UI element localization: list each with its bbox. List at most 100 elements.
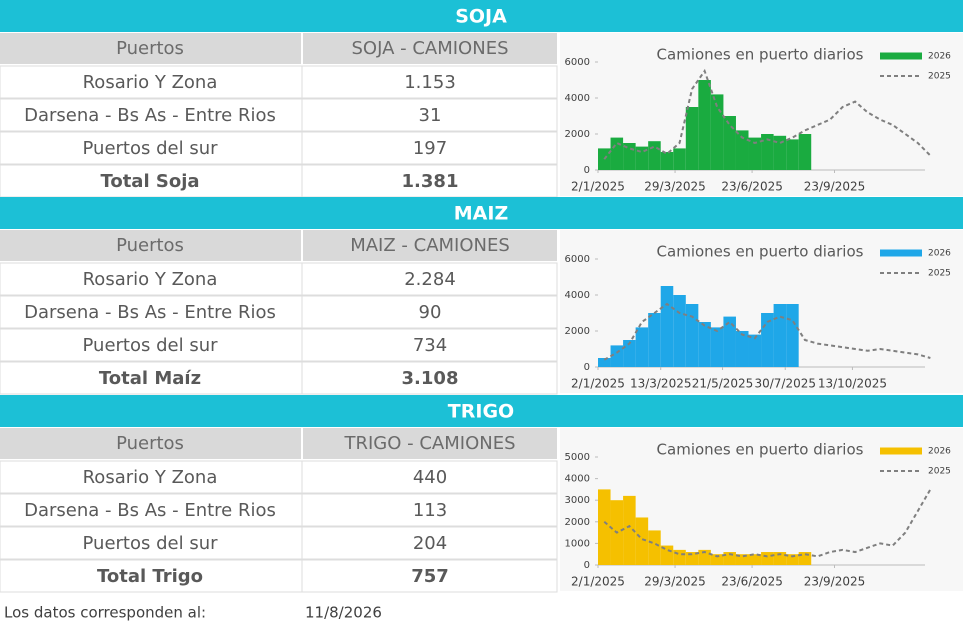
table-row	[0, 526, 558, 560]
bar	[773, 304, 787, 367]
section-title: TRIGO	[448, 401, 514, 423]
bar	[710, 554, 724, 565]
bar	[698, 80, 711, 170]
table-row	[0, 328, 558, 362]
legend-label: 2026	[928, 52, 951, 62]
bar	[673, 295, 686, 367]
legend-label: 2025	[928, 269, 951, 279]
table-header: Puertos	[116, 433, 184, 454]
bar	[735, 331, 749, 367]
y-tick-label: 6000	[565, 254, 590, 265]
x-tick-label: 21/5/2025	[692, 377, 754, 391]
bar	[773, 552, 787, 565]
table-row	[0, 164, 558, 198]
chart-title: Camiones en puerto diarios	[657, 46, 864, 64]
table-header: Puertos	[116, 38, 184, 59]
y-tick-label: 6000	[565, 57, 590, 68]
bar	[598, 489, 611, 565]
bar	[761, 552, 774, 565]
bar	[698, 322, 711, 367]
bar	[786, 554, 799, 565]
bar	[623, 340, 636, 367]
table-cell: 1.381	[402, 171, 459, 192]
section-header	[0, 197, 963, 229]
bar	[748, 554, 762, 565]
y-tick-label: 2000	[565, 326, 590, 337]
y-tick-label: 0	[584, 362, 590, 373]
table-cell: 757	[411, 566, 449, 587]
y-tick-label: 1000	[565, 538, 590, 549]
bar	[648, 313, 661, 367]
x-tick-label: 13/3/2025	[630, 377, 692, 391]
table-cell: 204	[413, 533, 447, 554]
x-tick-label: 2/1/2025	[571, 377, 625, 391]
table-cell: 197	[413, 138, 447, 159]
table-cell: Darsena - Bs As - Entre Rios	[24, 105, 276, 126]
table-header: SOJA - CAMIONES	[352, 38, 509, 59]
x-tick-label: 23/9/2025	[804, 180, 866, 194]
x-tick-label: 29/3/2025	[644, 575, 706, 589]
legend-label: 2026	[928, 447, 951, 457]
table-cell: 90	[419, 302, 442, 323]
bar	[786, 139, 799, 170]
chart-title: Camiones en puerto diarios	[657, 441, 864, 459]
bar	[723, 316, 736, 367]
table-cell: Total Soja	[100, 171, 199, 192]
table-cell: 1.153	[404, 72, 456, 93]
table-row	[0, 98, 558, 132]
legend-label: 2026	[928, 249, 951, 259]
bar	[761, 134, 774, 170]
legend-label: 2025	[928, 467, 951, 477]
table-row	[0, 361, 558, 395]
y-tick-label: 4000	[565, 93, 590, 104]
table-row	[0, 131, 558, 165]
table-cell: Rosario Y Zona	[83, 467, 218, 488]
y-tick-label: 3000	[565, 495, 590, 506]
table-header-cell	[0, 428, 301, 459]
bar	[685, 552, 699, 565]
bar	[610, 137, 624, 170]
table-cell: Puertos del sur	[83, 533, 219, 554]
x-tick-label: 2/1/2025	[571, 575, 625, 589]
bar	[748, 137, 762, 170]
bar	[673, 148, 686, 170]
table-cell: 734	[413, 335, 447, 356]
bar	[735, 130, 749, 170]
bar	[710, 327, 724, 367]
table-header-cell	[303, 230, 557, 261]
x-tick-label: 23/6/2025	[721, 180, 783, 194]
table-cell: Rosario Y Zona	[83, 72, 218, 93]
section-header	[0, 395, 963, 427]
table-header: TRIGO - CAMIONES	[343, 433, 515, 454]
bar	[773, 135, 787, 170]
x-tick-label: 2/1/2025	[571, 180, 625, 194]
bar	[635, 517, 649, 565]
table-header-cell	[0, 230, 301, 261]
table-cell: 2.284	[404, 269, 456, 290]
table-cell: Darsena - Bs As - Entre Rios	[24, 500, 276, 521]
bar	[660, 152, 674, 170]
table-cell: 440	[413, 467, 447, 488]
bar	[598, 358, 611, 367]
y-tick-label: 5000	[565, 452, 590, 463]
legend-label: 2025	[928, 72, 951, 82]
table-header: Puertos	[116, 235, 184, 256]
bar	[635, 327, 649, 367]
table-row	[0, 295, 558, 329]
table-cell: Total Trigo	[97, 566, 203, 587]
chart-title: Camiones en puerto diarios	[657, 243, 864, 261]
table-cell: Puertos del sur	[83, 138, 219, 159]
table-cell: Rosario Y Zona	[83, 269, 218, 290]
x-tick-label: 29/3/2025	[644, 180, 706, 194]
table-cell: 113	[413, 500, 447, 521]
bar	[710, 94, 724, 170]
bar	[698, 549, 711, 565]
y-tick-label: 0	[584, 165, 590, 176]
table-cell: 31	[419, 105, 442, 126]
table-row	[0, 559, 558, 593]
table-cell: Puertos del sur	[83, 335, 219, 356]
x-tick-label: 23/6/2025	[721, 575, 783, 589]
section-header	[0, 0, 963, 32]
table-row	[0, 460, 558, 494]
